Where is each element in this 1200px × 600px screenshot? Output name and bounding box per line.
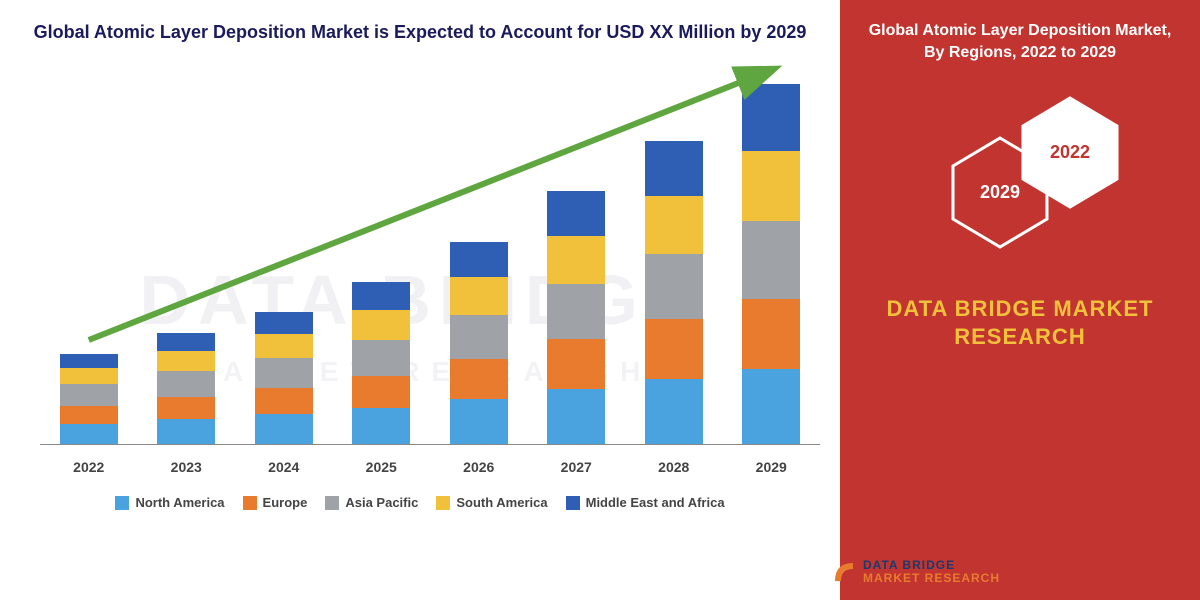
legend-item: South America	[436, 495, 547, 510]
footer-logo-icon	[831, 559, 857, 585]
bar-group	[157, 333, 215, 444]
bar-group	[60, 354, 118, 444]
bar-segment	[450, 359, 508, 399]
bar-segment	[645, 141, 703, 196]
legend-item: North America	[115, 495, 224, 510]
bars-container	[40, 85, 820, 445]
bar-segment	[742, 221, 800, 299]
bar-segment	[450, 399, 508, 444]
bar-segment	[742, 369, 800, 444]
bar-segment	[255, 312, 313, 334]
legend-swatch	[243, 496, 257, 510]
bar-segment	[352, 408, 410, 444]
bar-segment	[547, 191, 605, 236]
right-panel-title: Global Atomic Layer Deposition Market, B…	[840, 20, 1200, 65]
bar-segment	[60, 406, 118, 424]
brand-line2: RESEARCH	[954, 324, 1085, 349]
bar-segment	[157, 333, 215, 351]
bar-segment	[157, 351, 215, 371]
footer-logo-line2: MARKET RESEARCH	[863, 572, 1000, 585]
bar-segment	[547, 339, 605, 389]
legend-label: North America	[135, 495, 224, 510]
bar-segment	[352, 376, 410, 408]
chart-title: Global Atomic Layer Deposition Market is…	[30, 20, 810, 45]
right-panel: Global Atomic Layer Deposition Market, B…	[840, 0, 1200, 600]
x-axis-label: 2026	[450, 459, 508, 475]
brand-text: DATA BRIDGE MARKET RESEARCH	[887, 295, 1154, 352]
footer-logo: DATA BRIDGE MARKET RESEARCH	[831, 559, 1000, 585]
bar-segment	[645, 319, 703, 379]
bar-segment	[547, 389, 605, 444]
x-axis-labels: 2022 2023 2024 2025 2026 2027 2028 2029	[40, 459, 820, 475]
footer-logo-text: DATA BRIDGE MARKET RESEARCH	[863, 559, 1000, 585]
legend-label: Asia Pacific	[345, 495, 418, 510]
bar-group	[450, 242, 508, 444]
bar-segment	[742, 299, 800, 369]
x-axis-label: 2029	[742, 459, 800, 475]
bar-segment	[255, 414, 313, 444]
legend-swatch	[325, 496, 339, 510]
bar-segment	[157, 397, 215, 419]
bar-group	[352, 282, 410, 444]
bar-segment	[645, 379, 703, 444]
bar-segment	[255, 388, 313, 414]
bar-segment	[547, 284, 605, 339]
bar-group	[742, 84, 800, 444]
bar-segment	[742, 151, 800, 221]
bar-segment	[60, 354, 118, 368]
bar-segment	[547, 236, 605, 284]
legend-label: South America	[456, 495, 547, 510]
legend-item: Asia Pacific	[325, 495, 418, 510]
legend-label: Middle East and Africa	[586, 495, 725, 510]
legend-swatch	[115, 496, 129, 510]
x-axis-label: 2028	[645, 459, 703, 475]
hexagon-badges: 2029 2022	[920, 95, 1120, 255]
legend-swatch	[566, 496, 580, 510]
bar-group	[645, 141, 703, 444]
x-axis-label: 2024	[255, 459, 313, 475]
x-axis-label: 2025	[352, 459, 410, 475]
x-axis-label: 2023	[157, 459, 215, 475]
bar-group	[547, 191, 605, 444]
bar-segment	[352, 282, 410, 310]
x-axis-label: 2022	[60, 459, 118, 475]
legend-label: Europe	[263, 495, 308, 510]
bar-segment	[255, 334, 313, 358]
bar-segment	[60, 424, 118, 444]
bar-segment	[60, 368, 118, 384]
legend: North America Europe Asia Pacific South Ame…	[30, 495, 810, 510]
bar-segment	[742, 84, 800, 151]
legend-item: Europe	[243, 495, 308, 510]
bar-group	[255, 312, 313, 444]
legend-swatch	[436, 496, 450, 510]
bar-segment	[645, 196, 703, 254]
bar-segment	[645, 254, 703, 319]
hexagon-badge: 2022	[1020, 95, 1120, 210]
bar-segment	[157, 371, 215, 397]
chart-panel: Global Atomic Layer Deposition Market is…	[0, 0, 840, 600]
bar-segment	[450, 242, 508, 277]
brand-line1: DATA BRIDGE MARKET	[887, 296, 1154, 321]
chart-area: 2022 2023 2024 2025 2026 2027 2028 2029	[40, 65, 820, 485]
x-axis-label: 2027	[547, 459, 605, 475]
bar-segment	[255, 358, 313, 388]
bar-segment	[60, 384, 118, 406]
bar-segment	[352, 340, 410, 376]
bar-segment	[352, 310, 410, 340]
footer-logo-line1: DATA BRIDGE	[863, 559, 1000, 572]
bar-segment	[450, 277, 508, 315]
bar-segment	[450, 315, 508, 359]
bar-segment	[157, 419, 215, 444]
legend-item: Middle East and Africa	[566, 495, 725, 510]
